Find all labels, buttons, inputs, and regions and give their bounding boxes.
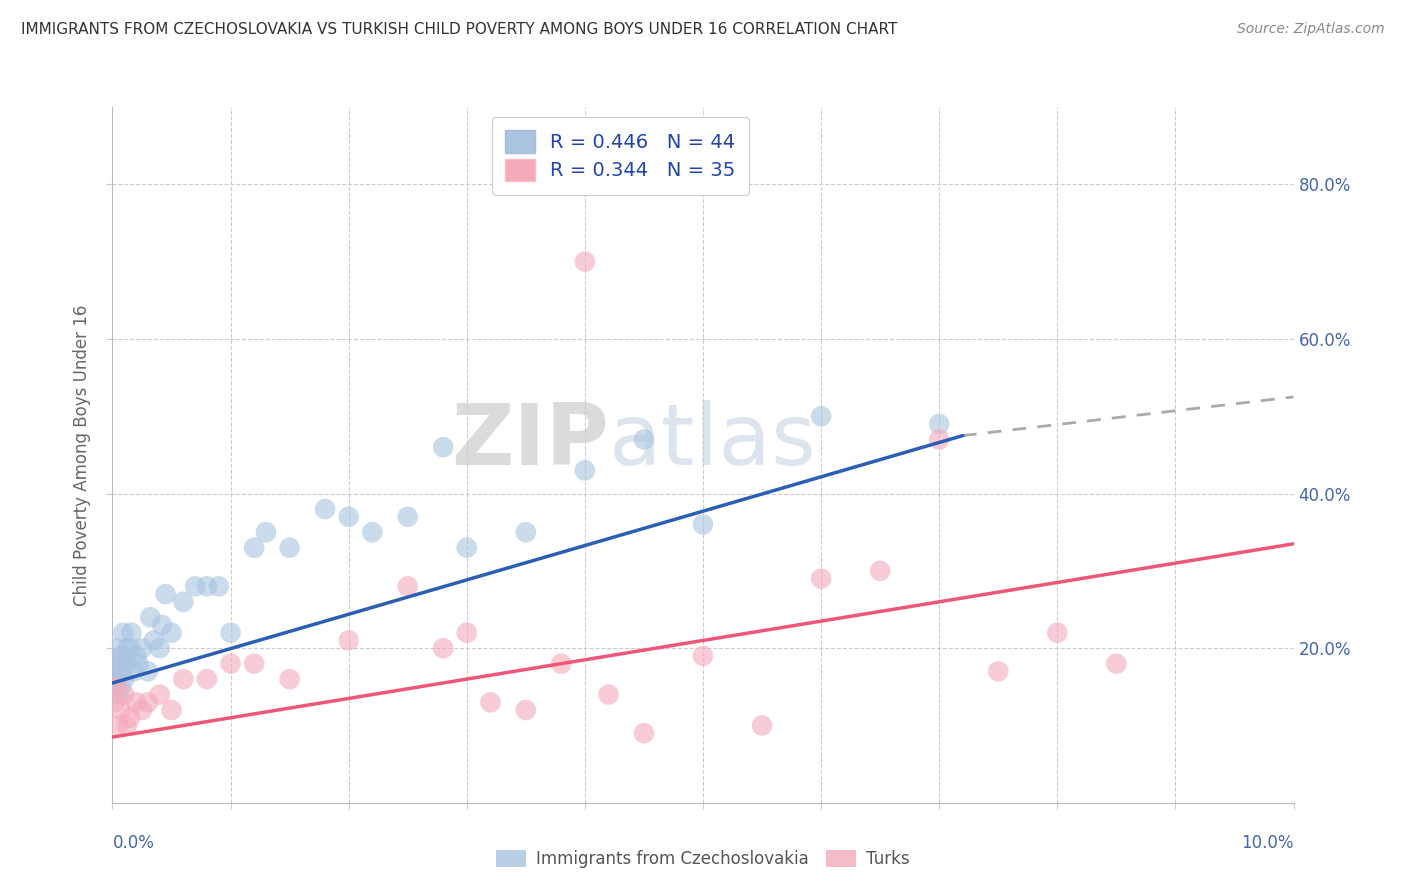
Point (598, 688, 620, 702)
Point (136, 695, 159, 709)
Point (112, 688, 135, 702)
Point (150, 618, 173, 632)
Point (120, 711, 142, 725)
Point (105, 672, 128, 686)
Point (751, 718, 773, 732)
Point (243, 541, 266, 555)
Point (103, 660, 125, 674)
Point (117, 641, 139, 656)
Point (254, 525, 277, 540)
Point (108, 665, 131, 679)
Point (125, 695, 148, 709)
Point (692, 517, 714, 532)
Point (479, 695, 502, 709)
Point (515, 703, 537, 717)
Point (195, 579, 218, 593)
Text: ZIP: ZIP (451, 400, 609, 483)
Point (219, 657, 242, 671)
Y-axis label: Child Poverty Among Boys Under 16: Child Poverty Among Boys Under 16 (73, 304, 91, 606)
Point (104, 695, 127, 709)
Point (160, 625, 183, 640)
Legend: Immigrants from Czechoslovakia, Turks: Immigrants from Czechoslovakia, Turks (489, 843, 917, 874)
Point (172, 595, 194, 609)
Text: Source: ZipAtlas.com: Source: ZipAtlas.com (1237, 22, 1385, 37)
Point (112, 672, 135, 686)
Point (105, 680, 128, 694)
Text: atlas: atlas (609, 400, 817, 483)
Point (396, 579, 419, 593)
Point (112, 625, 135, 640)
Text: IMMIGRANTS FROM CZECHOSLOVAKIA VS TURKISH CHILD POVERTY AMONG BOYS UNDER 16 CORR: IMMIGRANTS FROM CZECHOSLOVAKIA VS TURKIS… (21, 22, 897, 37)
Point (574, 254, 596, 268)
Point (456, 625, 478, 640)
Point (574, 463, 596, 477)
Point (810, 409, 832, 424)
Point (105, 641, 128, 656)
Point (243, 657, 266, 671)
Point (1105, 657, 1128, 671)
Point (120, 641, 142, 656)
Point (361, 525, 384, 540)
Point (314, 502, 336, 516)
Text: 10.0%: 10.0% (1241, 834, 1294, 852)
Point (337, 509, 360, 524)
Point (278, 541, 301, 555)
Point (120, 625, 142, 640)
Point (136, 665, 159, 679)
Point (131, 703, 153, 717)
Text: 0.0%: 0.0% (112, 834, 155, 852)
Point (149, 641, 172, 656)
Point (987, 665, 1010, 679)
Point (869, 564, 891, 578)
Point (104, 657, 127, 671)
Point (111, 648, 134, 663)
Point (139, 610, 162, 624)
Point (195, 672, 218, 686)
Point (456, 541, 478, 555)
Point (396, 509, 419, 524)
Point (107, 688, 129, 702)
Point (432, 440, 454, 454)
Point (125, 648, 148, 663)
Point (155, 587, 177, 601)
Point (172, 672, 194, 686)
Point (633, 433, 655, 447)
Point (633, 726, 655, 740)
Point (110, 680, 132, 694)
Point (142, 633, 165, 648)
Point (928, 417, 950, 431)
Point (149, 688, 172, 702)
Point (107, 718, 129, 732)
Point (692, 648, 714, 663)
Point (160, 703, 183, 717)
Point (208, 579, 231, 593)
Point (337, 633, 360, 648)
Point (1046, 625, 1069, 640)
Point (127, 657, 149, 671)
Point (810, 572, 832, 586)
Point (110, 703, 132, 717)
Point (184, 579, 207, 593)
Point (515, 525, 537, 540)
Point (219, 625, 242, 640)
Point (432, 641, 454, 656)
Point (115, 718, 138, 732)
Point (278, 672, 301, 686)
Point (122, 665, 145, 679)
Point (550, 657, 572, 671)
Point (131, 641, 153, 656)
Point (115, 657, 138, 671)
Point (928, 433, 950, 447)
